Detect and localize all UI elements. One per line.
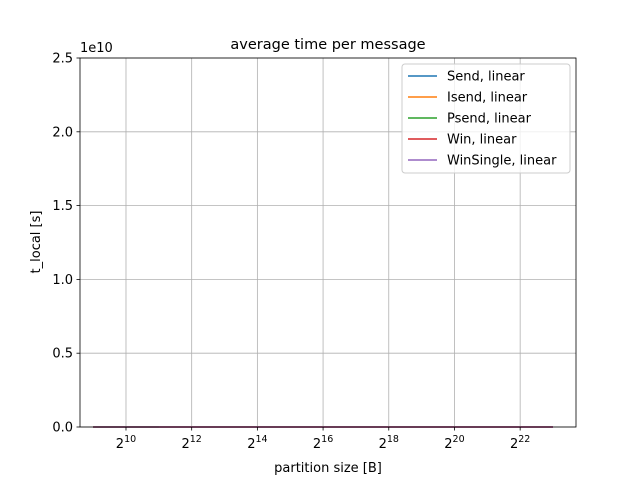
x-tick-label-exponent: 12 [190,434,202,445]
legend-label: Win, linear [447,133,517,148]
x-tick-label-exponent: 22 [518,434,530,445]
x-tick-label: 214 [247,434,267,452]
y-axis-label: t_local [s] [29,211,44,274]
x-tick-label-exponent: 10 [124,434,136,445]
x-tick-label: 210 [116,434,136,452]
chart-title: average time per message [230,37,425,53]
x-tick-label-exponent: 18 [387,434,399,445]
x-tick-label: 222 [510,434,530,452]
y-axis-offset-label: 1e10 [80,41,113,56]
y-tick-label: 1.0 [52,273,73,288]
x-tick-label-base: 2 [510,437,518,452]
legend-label: Psend, linear [447,112,532,127]
x-tick-label: 218 [379,434,399,452]
legend-label: Send, linear [447,70,525,85]
y-tick-label: 0.5 [52,347,73,362]
x-axis-ticks: 210 212 214 216 218 220 222 [116,427,530,452]
x-tick-label-base: 2 [181,437,189,452]
y-tick-label: 2.0 [52,125,73,140]
x-tick-label-base: 2 [313,437,321,452]
x-tick-label-base: 2 [116,437,124,452]
y-tick-label: 1.5 [52,199,73,214]
x-tick-label: 212 [181,434,201,452]
x-tick-label-base: 2 [444,437,452,452]
x-tick-label-exponent: 14 [255,434,267,445]
y-tick-label: 2.5 [52,52,73,67]
legend: Send, linear Isend, linear Psend, linear Wi… [401,63,571,174]
x-tick-label: 216 [313,434,333,452]
axes-frame [79,57,577,428]
legend-label: WinSingle, linear [447,154,557,169]
x-tick-label: 220 [444,434,464,452]
y-axis-ticks: 0.0 0.5 1.0 1.5 2.0 2.5 [52,52,80,436]
x-tick-label-exponent: 20 [453,434,465,445]
x-tick-label-base: 2 [379,437,387,452]
x-tick-label-exponent: 16 [321,434,333,445]
x-tick-label-base: 2 [247,437,255,452]
legend-label: Isend, linear [447,91,528,106]
y-tick-label: 0.0 [52,421,73,436]
legend-box [401,63,571,174]
x-axis-label: partition size [B] [274,461,382,476]
